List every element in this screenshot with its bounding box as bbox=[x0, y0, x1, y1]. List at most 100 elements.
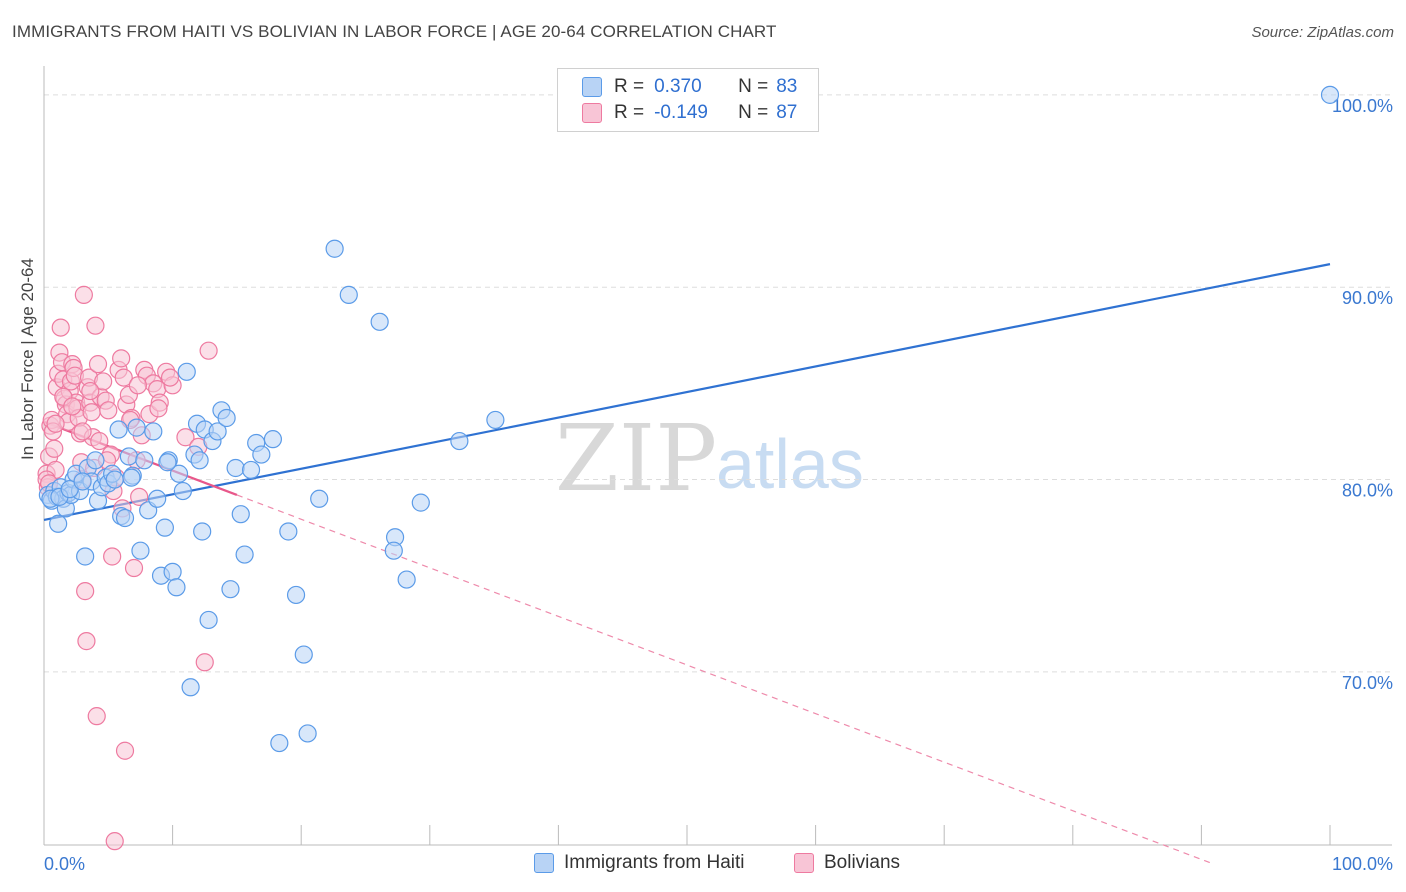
trend-line-bolivia-extension bbox=[236, 494, 1215, 865]
bolivia-point bbox=[94, 372, 113, 391]
y-tick-label: 100.0% bbox=[1332, 96, 1393, 116]
bolivia-point bbox=[115, 741, 135, 760]
bolivia-point bbox=[114, 368, 133, 387]
bolivia-point bbox=[81, 381, 100, 401]
haiti-point bbox=[279, 522, 298, 541]
haiti-point bbox=[221, 580, 240, 599]
haiti-point bbox=[109, 420, 128, 439]
haiti-point bbox=[310, 489, 329, 508]
bolivia-point bbox=[103, 547, 122, 566]
legend-r-label: R = bbox=[614, 102, 645, 123]
x-tick-label: 100.0% bbox=[1332, 854, 1393, 874]
haiti-point bbox=[49, 514, 68, 533]
bolivia-point bbox=[112, 349, 131, 368]
grid-lines bbox=[44, 94, 1392, 673]
bottom-legend-swatch-bolivia bbox=[794, 853, 814, 873]
haiti-point bbox=[450, 431, 469, 451]
legend-n-label: N = bbox=[738, 102, 769, 123]
y-axis-label: In Labor Force | Age 20-64 bbox=[18, 258, 37, 460]
haiti-point bbox=[169, 464, 189, 483]
bolivia-point bbox=[87, 707, 106, 726]
trend-lines bbox=[43, 263, 1331, 865]
legend-row-haiti: R = 0.370 N = 83 bbox=[582, 75, 797, 99]
zipatlas-watermark: ZIP atlas bbox=[555, 405, 864, 512]
haiti-point bbox=[241, 460, 261, 480]
bottom-legend-label-haiti: Immigrants from Haiti bbox=[564, 852, 745, 873]
haiti-point bbox=[486, 410, 505, 430]
bolivia-point bbox=[99, 401, 118, 420]
haiti-point bbox=[208, 422, 227, 441]
bottom-legend-bolivia: Bolivians bbox=[794, 852, 900, 874]
haiti-point bbox=[199, 610, 218, 630]
haiti-point bbox=[122, 468, 141, 487]
haiti-point bbox=[294, 645, 313, 664]
bolivia-point bbox=[128, 376, 147, 395]
y-tick-label: 90.0% bbox=[1342, 288, 1393, 308]
legend-n-value-haiti: 83 bbox=[776, 76, 798, 97]
haiti-point bbox=[217, 408, 236, 428]
haiti-point bbox=[86, 451, 105, 470]
haiti-point bbox=[135, 451, 154, 470]
haiti-point bbox=[144, 422, 163, 441]
source-credit: Source: ZipAtlas.com bbox=[1251, 24, 1394, 41]
haiti-point bbox=[163, 562, 182, 581]
haiti-point bbox=[252, 445, 271, 464]
bolivia-point bbox=[73, 422, 92, 441]
tick-labels: 70.0% 80.0% 90.0% 100.0% 0.0% 100.0% bbox=[44, 96, 1393, 874]
haiti-point bbox=[167, 578, 186, 597]
bolivia-point bbox=[77, 632, 96, 651]
legend-r-label: R = bbox=[614, 76, 645, 97]
haiti-point bbox=[190, 451, 209, 470]
haiti-point bbox=[339, 285, 358, 304]
bottom-legend-swatch-haiti bbox=[534, 853, 554, 873]
haiti-point bbox=[226, 458, 245, 478]
bolivia-point bbox=[86, 316, 105, 335]
bolivia-point bbox=[195, 653, 214, 672]
haiti-point bbox=[158, 453, 177, 472]
haiti-point bbox=[177, 362, 196, 381]
legend-row-bolivia: R = -0.149 N = 87 bbox=[582, 101, 797, 125]
bolivia-point bbox=[46, 414, 65, 433]
haiti-point bbox=[270, 733, 289, 753]
haiti-point bbox=[155, 518, 174, 537]
series-haiti bbox=[38, 85, 1340, 753]
chart-title: IMMIGRANTS FROM HAITI VS BOLIVIAN IN LAB… bbox=[12, 22, 777, 41]
bolivia-point bbox=[88, 355, 108, 374]
bolivia-point bbox=[51, 318, 70, 337]
legend-n-label: N = bbox=[738, 76, 769, 97]
legend-r-value-haiti: 0.370 bbox=[654, 76, 702, 97]
haiti-point bbox=[105, 470, 124, 489]
haiti-point bbox=[231, 505, 250, 524]
bolivia-point bbox=[82, 403, 101, 422]
bottom-legend-haiti: Immigrants from Haiti bbox=[534, 852, 745, 874]
haiti-point bbox=[286, 585, 306, 605]
haiti-point bbox=[131, 541, 150, 560]
bolivia-point bbox=[176, 428, 195, 447]
haiti-point bbox=[76, 547, 95, 566]
watermark-atlas: atlas bbox=[716, 425, 864, 503]
series-bolivians bbox=[37, 285, 218, 851]
bolivia-point bbox=[105, 832, 124, 851]
legend-swatch-haiti bbox=[582, 77, 602, 97]
bolivia-point bbox=[160, 368, 180, 387]
haiti-point bbox=[325, 239, 344, 258]
haiti-point bbox=[181, 678, 200, 697]
legend-n-value-bolivia: 87 bbox=[776, 102, 798, 123]
x-tick-label: 0.0% bbox=[44, 854, 85, 874]
haiti-point bbox=[148, 489, 167, 508]
trend-line-haiti bbox=[43, 263, 1331, 522]
legend-swatch-bolivia bbox=[582, 103, 602, 123]
bottom-legend-label-bolivia: Bolivians bbox=[824, 852, 901, 873]
haiti-point bbox=[127, 418, 146, 437]
haiti-point bbox=[411, 493, 430, 512]
legend-r-value-bolivia: -0.149 bbox=[654, 102, 708, 123]
haiti-point bbox=[397, 570, 416, 589]
watermark-zip: ZIP bbox=[555, 405, 717, 512]
haiti-point bbox=[173, 481, 192, 501]
y-tick-label: 80.0% bbox=[1342, 481, 1393, 501]
bolivia-point bbox=[124, 558, 144, 578]
bolivia-point bbox=[149, 399, 168, 418]
bolivia-point bbox=[90, 431, 109, 451]
haiti-point bbox=[119, 447, 138, 466]
